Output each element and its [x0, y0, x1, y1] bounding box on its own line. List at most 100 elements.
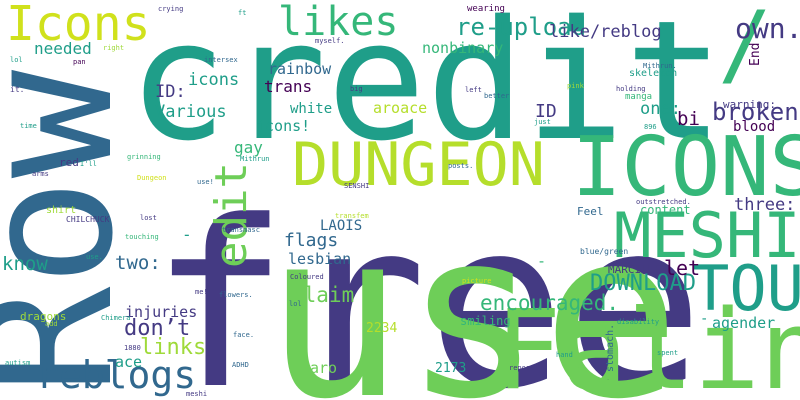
word-three: three:	[734, 195, 795, 215]
word-id: ID	[535, 101, 557, 122]
word-adhd: ADHD	[232, 361, 249, 369]
word-id-colon: ID:	[155, 82, 186, 102]
word-warning: warning:	[723, 98, 776, 111]
word-face: face.	[233, 331, 254, 339]
word-aro: aro	[310, 359, 337, 377]
word-n2173: 2173	[435, 361, 466, 376]
word-smiling: smiling	[460, 314, 511, 328]
word-n2234: 2234	[366, 321, 397, 336]
word-reblogs: reblogs	[36, 353, 196, 397]
word-me: me!	[195, 288, 208, 296]
word-aroace: aroace	[373, 99, 427, 117]
word-lol: lol	[10, 56, 23, 64]
word-various: Various	[155, 102, 227, 122]
word-dash2: -	[537, 252, 546, 270]
word-meshi-caps: MESHI	[614, 199, 800, 272]
word-like-reblog: like/reblog	[549, 22, 662, 42]
word-icons-lower: icons	[188, 70, 239, 90]
word-transfem: transfem	[335, 212, 369, 220]
word-dungeon: DUNGEON	[292, 130, 545, 200]
word-touching: touching	[125, 233, 159, 241]
word-dragons: dragons	[20, 310, 66, 323]
word-chimera: Chimera	[101, 314, 131, 322]
word-free: free	[150, 173, 704, 400]
word-meshi-lower: meshi	[186, 390, 207, 398]
word-rainbow: rainbow	[268, 60, 332, 78]
word-ace: ace	[115, 353, 142, 371]
word-encouraged: encouraged.	[480, 291, 619, 315]
word-trans: trans	[264, 77, 312, 96]
word-re-upload: re-upload	[456, 13, 586, 41]
word-credit: credit	[128, 0, 724, 177]
word-posts: posts.	[448, 162, 473, 170]
word-ill: I'll	[80, 160, 97, 168]
word-lesbian: lesbian	[288, 250, 351, 268]
word-shirt: shirt	[46, 205, 76, 216]
word-bi: bi	[677, 108, 700, 130]
word-icons-caps: ICONS	[572, 120, 800, 215]
word-end: End	[748, 43, 763, 66]
word-chilchuck: CHILCHUCK	[66, 215, 110, 224]
word-time: time	[20, 122, 37, 130]
word-dont: don’t	[124, 316, 190, 341]
word-flowers: flowers.	[219, 291, 253, 299]
word-links: links	[140, 335, 206, 360]
word-manga: manga	[625, 92, 652, 102]
word-use-small: use!	[197, 178, 214, 186]
word-pink: pink	[567, 82, 585, 90]
word-injuries: injuries	[125, 303, 197, 321]
word-just: just	[534, 118, 551, 126]
word-it: it.	[10, 85, 24, 94]
word-n1880: 1880	[124, 344, 141, 352]
word-content: content	[640, 203, 691, 217]
word-disability: disability	[617, 318, 659, 326]
word-nonbinary: nonbinary	[422, 39, 503, 57]
word-blood: blood	[733, 119, 775, 135]
word-mithrun: Mithrun.	[643, 62, 677, 70]
word-use-dot: use.	[86, 253, 103, 261]
word-know: know	[2, 253, 48, 275]
word-big: big	[350, 85, 363, 93]
word-grinning: grinning	[127, 153, 161, 161]
word-pan: pan	[73, 58, 86, 66]
word-dash3: -	[700, 311, 708, 327]
word-white: white	[290, 101, 332, 117]
word-better: better	[484, 92, 509, 100]
word-falin: Falin	[495, 286, 800, 400]
word-spent: spent	[657, 349, 678, 357]
word-coloured: Coloured	[290, 273, 324, 281]
word-lol2: lol	[289, 300, 302, 308]
word-left: left	[465, 86, 482, 94]
word-dungeon-small: Dungeon	[137, 174, 167, 182]
word-blue-green: blue/green	[580, 247, 628, 256]
word-crying: crying	[158, 5, 183, 13]
word-use: use	[265, 183, 680, 400]
word-claim: claim	[291, 283, 354, 307]
word-one: one:	[640, 99, 681, 119]
word-holding: holding	[616, 85, 646, 93]
word-likes: likes	[278, 0, 398, 45]
word-laois: LAOIS	[320, 218, 362, 234]
word-slash: /	[718, 0, 772, 97]
word-mithrun2: Mithrun	[240, 155, 270, 163]
word-senshi: SENSHI	[344, 182, 369, 190]
word-red: red	[59, 156, 79, 169]
word-right: right	[103, 44, 124, 52]
word-agender: agender	[712, 314, 775, 332]
word-feel: Feel	[577, 205, 604, 218]
word-arms: arms	[32, 170, 49, 178]
word-add: add	[45, 320, 58, 328]
word-two: two:	[115, 252, 161, 274]
word-ft: ft	[238, 9, 246, 17]
word-autism: autism	[5, 359, 30, 367]
word-lost: lost	[140, 214, 157, 222]
word-icons-title: Icons	[6, 0, 151, 52]
word-picture: picture	[462, 277, 492, 285]
word-dash1: -	[182, 225, 192, 244]
word-broken: broken	[712, 98, 799, 126]
word-flags: flags	[284, 230, 338, 251]
word-repost: repost	[509, 364, 534, 372]
